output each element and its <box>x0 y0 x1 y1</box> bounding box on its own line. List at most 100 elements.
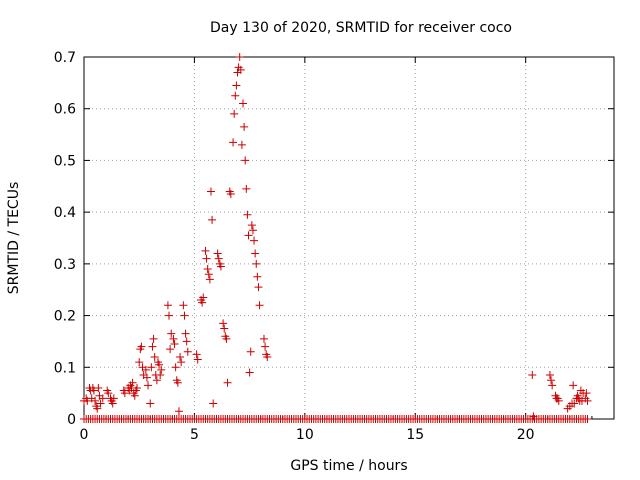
y-axis-label: SRMTID / TECUs <box>6 182 22 295</box>
data-point <box>529 412 538 421</box>
data-point <box>167 329 176 338</box>
data-point <box>208 215 217 224</box>
data-point <box>180 311 189 320</box>
y-tick-label: 0 <box>67 412 76 428</box>
data-point <box>259 334 268 343</box>
data-point <box>235 53 244 61</box>
data-point <box>219 319 228 328</box>
y-tick-label: 0.1 <box>54 360 76 376</box>
data-point <box>176 352 185 361</box>
data-point <box>248 226 257 235</box>
data-point <box>255 301 264 310</box>
data-point <box>230 109 239 118</box>
data-point <box>155 360 164 369</box>
data-point <box>156 371 165 380</box>
data-point <box>570 399 579 408</box>
data-point <box>109 394 118 403</box>
data-point <box>545 371 554 380</box>
data-point <box>213 249 222 258</box>
plot-frame <box>83 56 615 420</box>
y-tick-label: 0.3 <box>54 257 76 273</box>
data-point <box>548 381 557 390</box>
data-point <box>252 259 261 268</box>
data-point <box>237 140 246 149</box>
data-point <box>177 358 186 367</box>
data-point <box>582 389 591 398</box>
data-point <box>147 363 156 372</box>
data-point <box>229 138 238 147</box>
data-point <box>250 236 259 245</box>
data-point <box>209 399 218 408</box>
data-point <box>108 399 117 408</box>
data-point <box>241 156 250 165</box>
data-point <box>216 262 225 271</box>
data-point <box>96 399 105 408</box>
data-point <box>246 347 255 356</box>
data-point <box>133 383 141 392</box>
data-point <box>231 91 240 100</box>
data-point <box>149 334 158 343</box>
data-point <box>166 345 175 354</box>
data-point <box>83 396 92 405</box>
data-point <box>148 342 157 351</box>
data-point <box>251 249 260 258</box>
data-point <box>528 371 537 380</box>
data-point <box>203 265 212 274</box>
data-point <box>220 324 229 333</box>
data-point <box>135 358 144 367</box>
x-tick-label: 15 <box>406 427 424 443</box>
y-tick-label: 0.6 <box>54 102 76 118</box>
x-tick-label: 5 <box>190 427 199 443</box>
data-point <box>89 386 98 395</box>
data-point <box>202 254 211 263</box>
data-point <box>165 311 174 320</box>
y-tick-label: 0.7 <box>54 50 76 66</box>
chart-title: Day 130 of 2020, SRMTID for receiver coc… <box>210 20 512 36</box>
data-point <box>199 293 208 302</box>
data-points-layer <box>80 53 592 423</box>
y-tick-label: 0.2 <box>54 309 76 325</box>
data-point <box>171 363 180 372</box>
data-point <box>142 373 151 382</box>
data-point <box>247 221 256 230</box>
data-point <box>157 365 166 374</box>
data-point <box>183 347 192 356</box>
data-point <box>239 99 247 108</box>
data-point <box>261 342 270 351</box>
x-tick-label: 20 <box>517 427 535 443</box>
data-point <box>201 246 210 255</box>
data-point <box>547 376 556 385</box>
data-point <box>170 340 179 349</box>
data-point <box>179 301 188 310</box>
data-point <box>173 378 182 387</box>
data-point <box>198 298 207 307</box>
data-point-zero <box>583 415 592 423</box>
data-point <box>240 122 249 131</box>
data-point <box>245 368 254 377</box>
data-point <box>150 352 159 361</box>
data-point <box>141 365 150 374</box>
data-point <box>236 65 245 74</box>
data-point <box>104 389 113 398</box>
data-point <box>137 342 146 351</box>
data-point <box>163 301 172 310</box>
x-tick-label: 0 <box>80 427 89 443</box>
y-tick-label: 0.5 <box>54 153 76 169</box>
data-point <box>174 407 183 416</box>
data-point <box>120 389 129 398</box>
data-point <box>144 381 153 390</box>
data-point <box>182 337 191 346</box>
data-point <box>98 394 107 403</box>
data-point <box>253 272 262 281</box>
data-point <box>130 391 139 400</box>
x-tick-label: 10 <box>296 427 314 443</box>
data-point <box>583 396 592 405</box>
data-point <box>232 81 241 90</box>
data-point <box>146 399 155 408</box>
data-point <box>206 187 215 196</box>
data-point <box>94 383 103 392</box>
data-point <box>242 184 251 193</box>
data-point <box>223 378 232 387</box>
data-point <box>226 190 235 199</box>
